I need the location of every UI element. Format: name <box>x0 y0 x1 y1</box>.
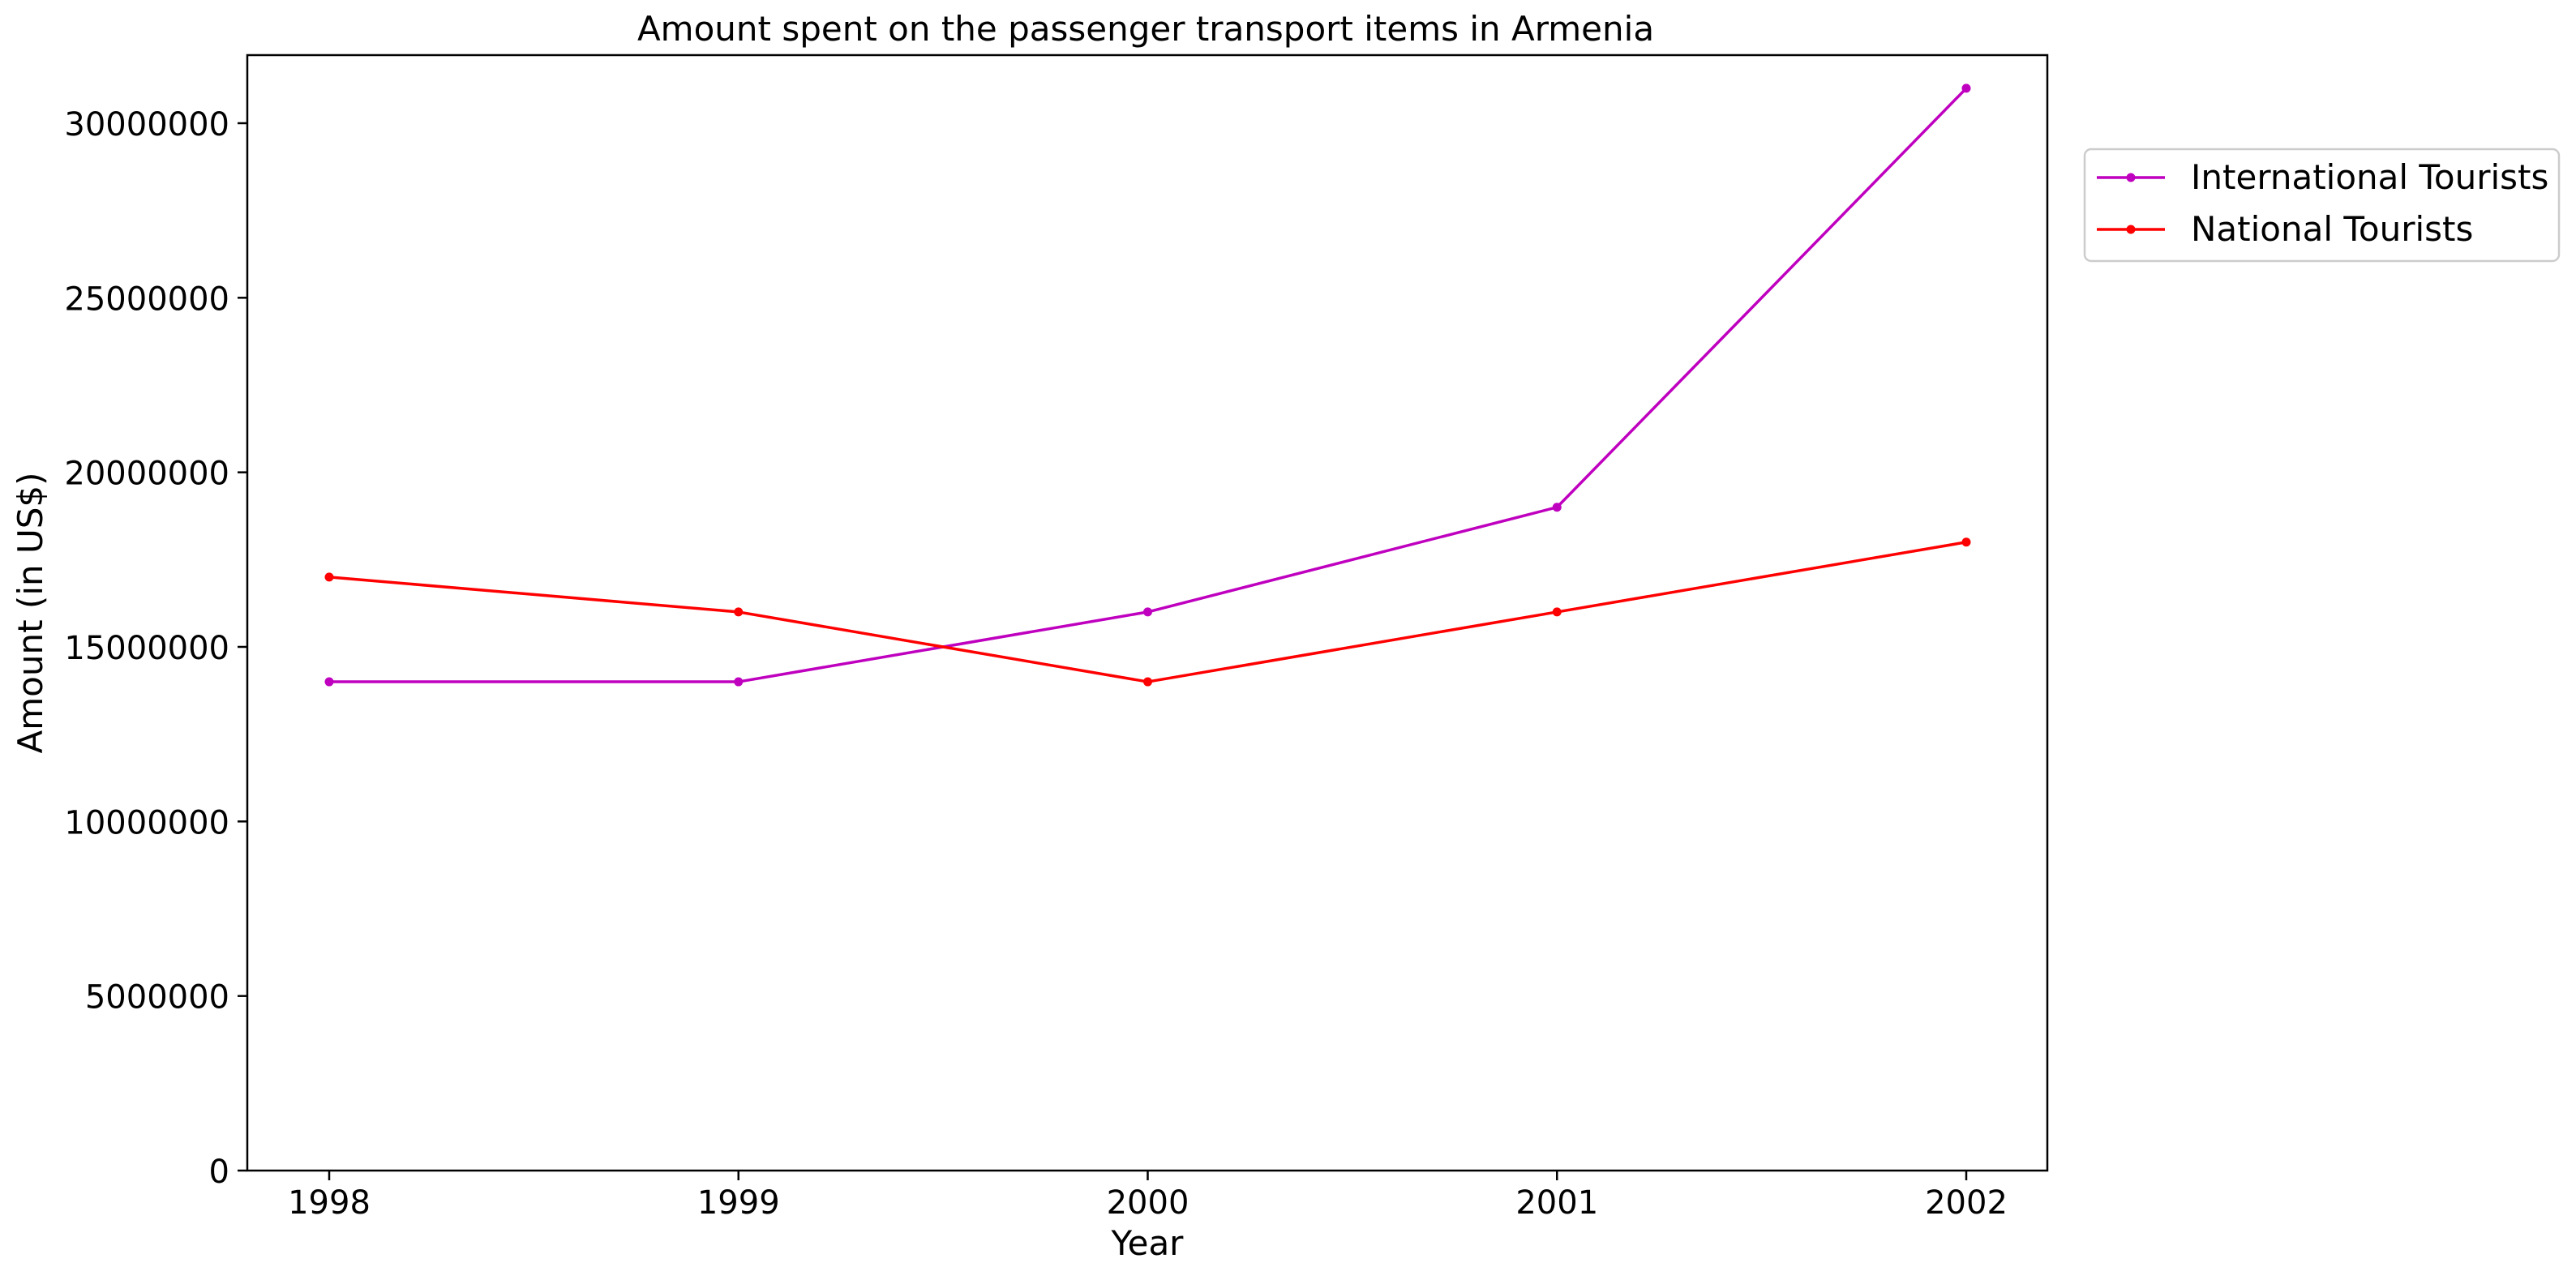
y-axis-ticks: 0 5000000 10000000 15000000 20000000 25000000… <box>64 106 247 1191</box>
data-point <box>1552 607 1562 617</box>
data-point <box>1961 83 1971 93</box>
legend-item: International Tourists <box>2097 157 2548 197</box>
x-tick-label: 2000 <box>1107 1184 1189 1222</box>
data-point <box>734 677 744 687</box>
x-axis-label: Year <box>1111 1223 1185 1263</box>
y-axis-label: Amount (in US$) <box>11 473 50 754</box>
legend: International Tourists National Tourists <box>2083 148 2561 263</box>
legend-marker <box>2126 225 2136 234</box>
y-tick-label: 25000000 <box>64 280 229 318</box>
y-tick-label: 20000000 <box>64 456 229 493</box>
series-international-tourists <box>324 83 1971 687</box>
legend-label: International Tourists <box>2191 157 2548 197</box>
data-point <box>1143 677 1152 687</box>
series-layer <box>324 83 1971 687</box>
legend-box <box>2083 148 2561 263</box>
x-tick-label: 1998 <box>288 1184 371 1222</box>
x-tick-label: 2002 <box>1925 1184 2008 1222</box>
plot-area: 0 5000000 10000000 15000000 20000000 25000000… <box>64 54 2049 1222</box>
legend-label: National Tourists <box>2191 209 2473 249</box>
legend-marker <box>2126 173 2136 182</box>
x-tick-label: 1999 <box>697 1184 780 1222</box>
y-tick-label: 10000000 <box>64 804 229 841</box>
series-national-tourists <box>324 537 1971 687</box>
data-point <box>1143 607 1152 617</box>
data-point <box>324 677 334 687</box>
y-tick-label: 30000000 <box>64 106 229 143</box>
x-axis-ticks: 1998 1999 2000 2001 2002 <box>288 1171 2008 1222</box>
y-tick-label: 0 <box>209 1154 229 1191</box>
data-point <box>1552 503 1562 512</box>
legend-item: National Tourists <box>2097 209 2473 249</box>
data-point <box>324 572 334 582</box>
x-tick-label: 2001 <box>1515 1184 1598 1222</box>
data-point <box>734 607 744 617</box>
chart-title: Amount spent on the passenger transport … <box>637 9 1654 49</box>
y-tick-label: 15000000 <box>64 630 229 667</box>
data-point <box>1961 537 1971 547</box>
y-tick-label: 5000000 <box>85 979 229 1017</box>
